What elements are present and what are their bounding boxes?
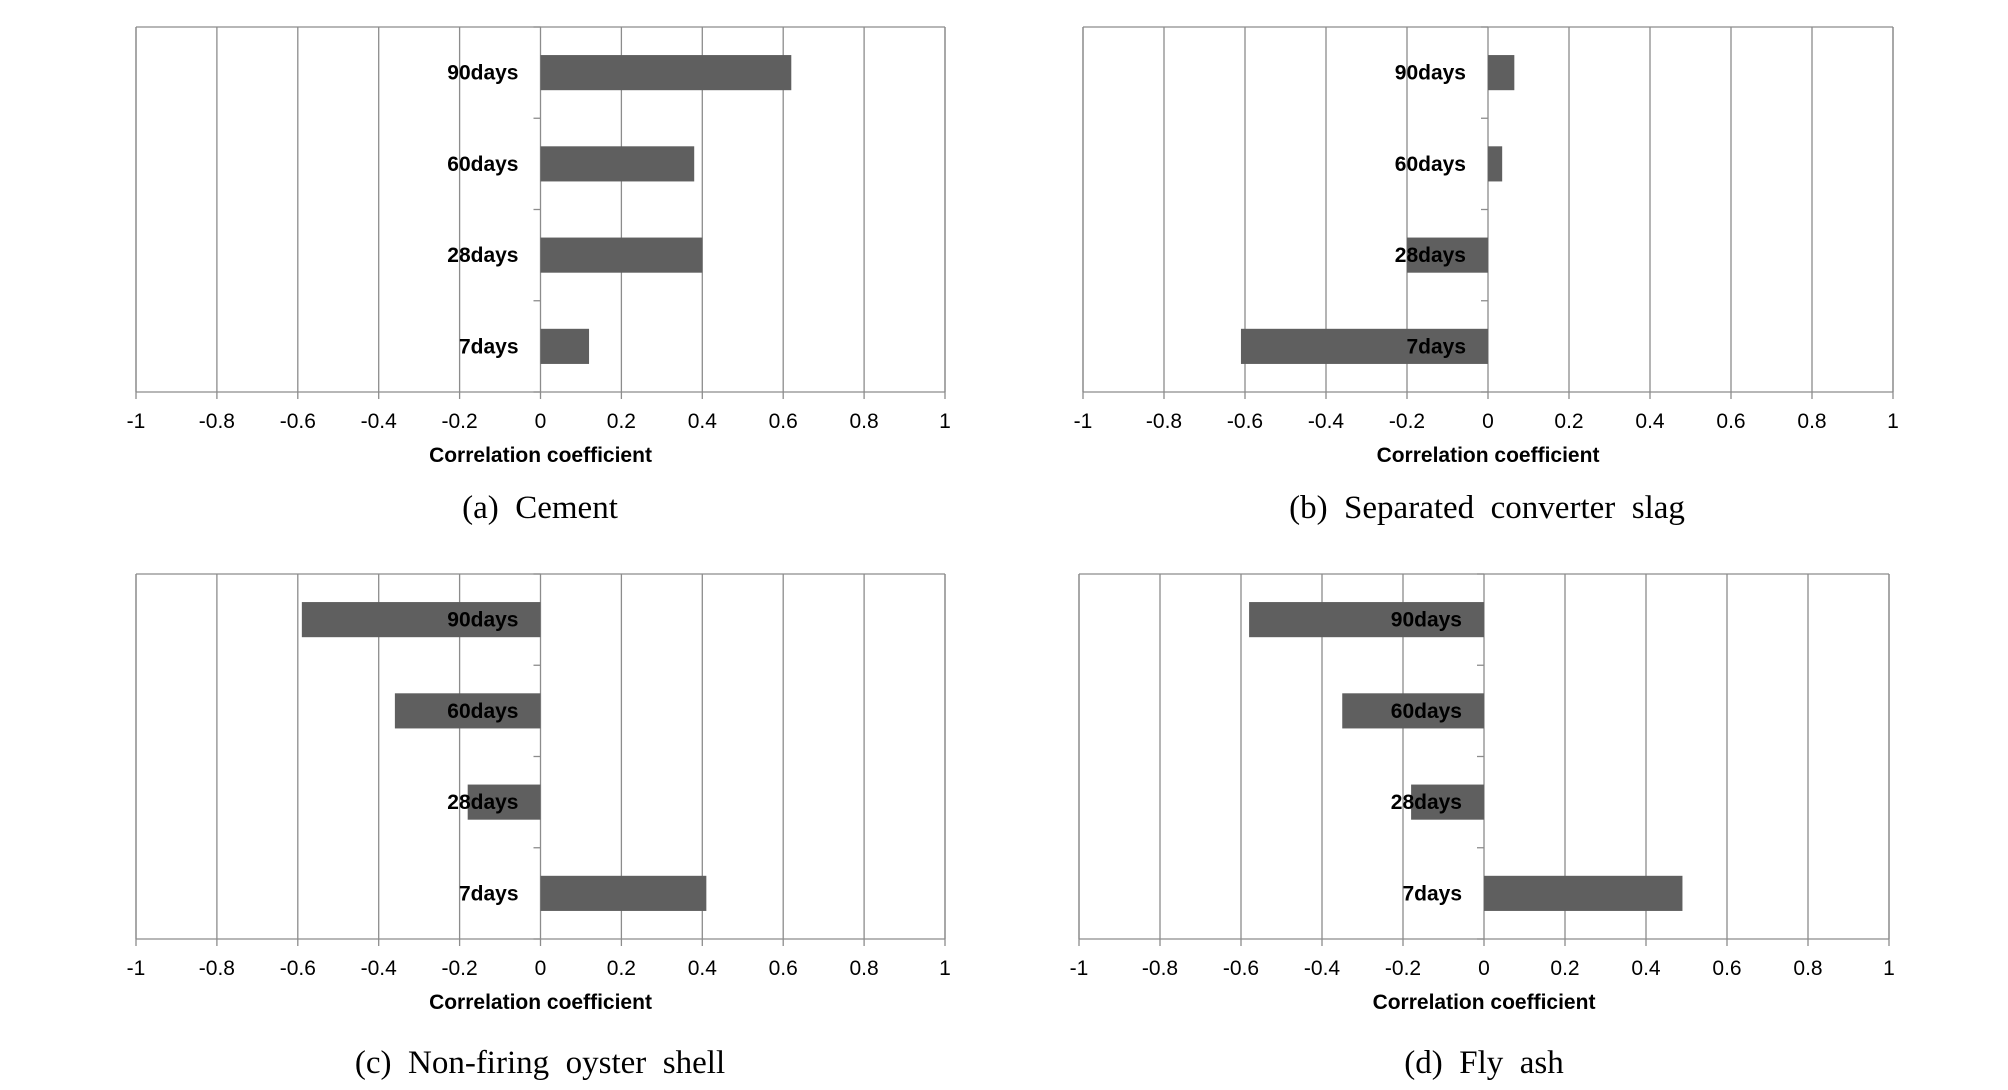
x-tick-label-0: -1 [1074,410,1093,433]
x-tick-label-3: -0.4 [361,410,398,433]
bar-28days [1411,784,1484,820]
x-tick-label-8: 0.6 [1712,957,1741,980]
category-label-90days: 90days [1391,609,1462,632]
x-tick-label-5: 0 [1478,957,1490,980]
x-tick-label-3: -0.4 [1308,410,1345,433]
category-label-90days: 90days [1395,62,1466,85]
x-tick-label-4: -0.2 [442,957,478,980]
x-tick-label-1: -0.8 [199,957,235,980]
category-label-28days: 28days [447,244,518,267]
panel-cement: 90days 60days 28days 7days -1 -0.8 -0.6 -0.4 -0.… [127,26,951,526]
bar-28days [467,784,541,820]
bar-90days [1488,55,1515,91]
x-axis-title: Correlation coefficient [429,991,652,1014]
x-tick-label-10: 1 [1887,410,1899,433]
x-tick-label-4: -0.2 [1385,957,1421,980]
bar-28days [1407,237,1488,273]
panel-non-firing-oyster-shell: 90days 60days 28days 7days -1 -0.8 -0.6 -0.4 -0.… [127,573,951,1081]
bar-60days [1342,693,1484,729]
caption-cement: (a) Cement [462,490,618,526]
x-tick-label-5: 0 [535,957,547,980]
x-tick-label-1: -0.8 [1146,410,1182,433]
x-tick-label-7: 0.4 [1635,410,1665,433]
x-tick-label-2: -0.6 [280,957,316,980]
x-tick-label-9: 0.8 [849,410,878,433]
x-axis-title: Correlation coefficient [1373,991,1596,1014]
x-tick-label-10: 1 [939,957,951,980]
x-tick-label-1: -0.8 [199,410,235,433]
category-label-60days: 60days [1395,153,1466,176]
bar-90days [1249,602,1484,638]
x-tick-label-10: 1 [1883,957,1895,980]
x-tick-label-0: -1 [1070,957,1089,980]
x-tick-label-7: 0.4 [688,410,718,433]
category-label-60days: 60days [1391,700,1462,723]
bar-90days [301,602,541,638]
x-tick-label-6: 0.2 [1554,410,1583,433]
bar-7days [540,875,707,911]
panel-separated-converter-slag: 90days 60days 28days 7days -1 -0.8 -0.6 -0.4 -0.… [1074,26,1899,526]
panel-fly-ash: 90days 60days 28days 7days -1 -0.8 -0.6 -0.4 -0.… [1070,573,1895,1081]
category-label-28days: 28days [1391,791,1462,814]
x-tick-label-1: -0.8 [1142,957,1178,980]
x-axis-title: Correlation coefficient [429,444,652,467]
x-tick-label-0: -1 [127,410,146,433]
x-tick-label-4: -0.2 [1389,410,1425,433]
category-label-7days: 7days [459,335,519,358]
x-tick-label-3: -0.4 [1304,957,1341,980]
caption-non-firing-oyster-shell: (c) Non-firing oyster shell [355,1045,725,1081]
x-tick-label-7: 0.4 [1631,957,1661,980]
category-label-7days: 7days [459,882,519,905]
x-tick-label-7: 0.4 [688,957,718,980]
x-tick-label-6: 0.2 [607,410,636,433]
bar-60days [394,693,541,729]
x-tick-label-0: -1 [127,957,146,980]
x-tick-label-5: 0 [1482,410,1494,433]
category-label-7days: 7days [1402,882,1462,905]
x-tick-label-6: 0.2 [1550,957,1579,980]
bar-7days [1484,875,1683,911]
category-label-90days: 90days [447,62,518,85]
bar-7days [540,328,590,364]
caption-separated-converter-slag: (b) Separated converter slag [1289,490,1685,526]
x-tick-label-2: -0.6 [1227,410,1263,433]
x-tick-label-8: 0.6 [769,957,798,980]
category-label-7days: 7days [1406,335,1466,358]
x-tick-label-6: 0.2 [607,957,636,980]
x-tick-label-8: 0.6 [769,410,798,433]
x-tick-label-9: 0.8 [1793,957,1822,980]
x-tick-label-4: -0.2 [442,410,478,433]
x-tick-label-2: -0.6 [280,410,316,433]
bar-60days [540,146,695,182]
x-tick-label-9: 0.8 [1797,410,1826,433]
x-tick-label-5: 0 [535,410,547,433]
bar-60days [1488,146,1503,182]
x-tick-label-3: -0.4 [361,957,398,980]
bar-28days [540,237,703,273]
category-label-28days: 28days [1395,244,1466,267]
x-tick-label-10: 1 [939,410,951,433]
x-axis-title: Correlation coefficient [1377,444,1600,467]
x-tick-label-9: 0.8 [849,957,878,980]
category-label-60days: 60days [447,700,518,723]
caption-fly-ash: (d) Fly ash [1404,1045,1564,1081]
bar-90days [540,55,792,91]
bar-7days [1240,328,1488,364]
x-tick-label-2: -0.6 [1223,957,1259,980]
category-label-28days: 28days [447,791,518,814]
category-label-90days: 90days [447,609,518,632]
category-label-60days: 60days [447,153,518,176]
x-tick-label-8: 0.6 [1716,410,1745,433]
